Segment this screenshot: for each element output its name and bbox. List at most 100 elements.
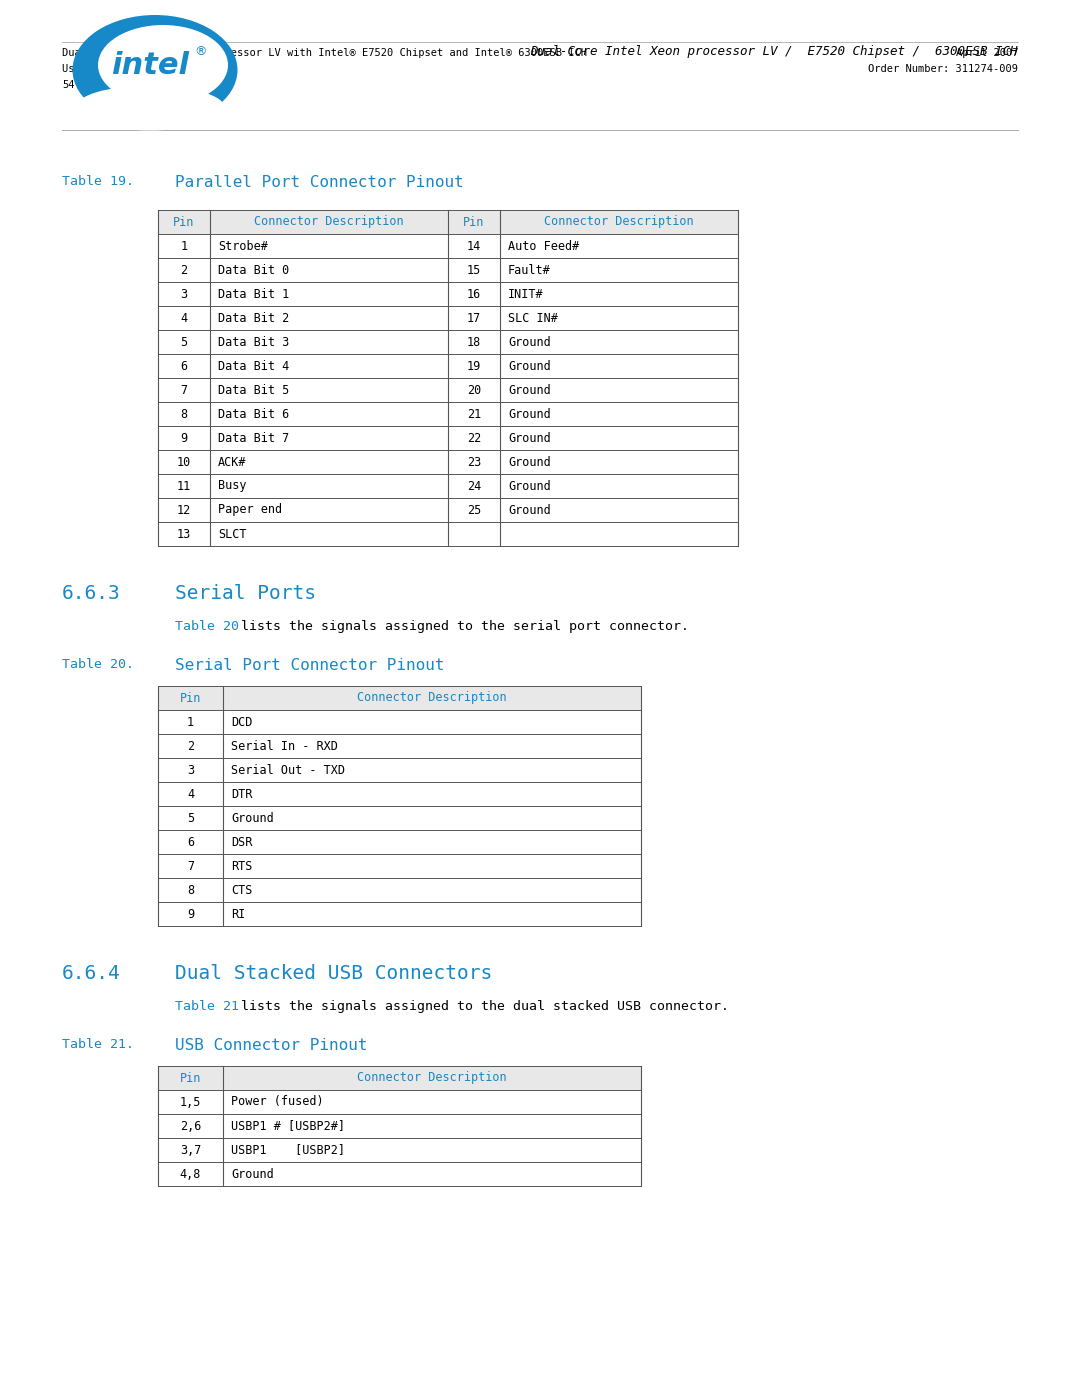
Text: ACK#: ACK# bbox=[218, 455, 246, 468]
Text: CTS: CTS bbox=[231, 883, 253, 897]
Text: Connector Description: Connector Description bbox=[544, 215, 693, 229]
Text: 12: 12 bbox=[177, 503, 191, 517]
Text: Data Bit 7: Data Bit 7 bbox=[218, 432, 289, 444]
Text: Data Bit 2: Data Bit 2 bbox=[218, 312, 289, 324]
Text: 54: 54 bbox=[62, 80, 75, 89]
Text: 1: 1 bbox=[187, 715, 194, 728]
Text: Pin: Pin bbox=[179, 692, 201, 704]
Text: Data Bit 4: Data Bit 4 bbox=[218, 359, 289, 373]
Text: Ground: Ground bbox=[508, 455, 551, 468]
Text: Ground: Ground bbox=[508, 432, 551, 444]
Text: Serial In - RXD: Serial In - RXD bbox=[231, 739, 338, 753]
Text: 6.6.4: 6.6.4 bbox=[62, 964, 121, 983]
Text: Pin: Pin bbox=[179, 1071, 201, 1084]
Bar bbox=[158, 210, 210, 235]
Text: SLCT: SLCT bbox=[218, 528, 246, 541]
Text: 19: 19 bbox=[467, 359, 481, 373]
Text: 18: 18 bbox=[467, 335, 481, 348]
Text: 13: 13 bbox=[177, 528, 191, 541]
Text: Table 19.: Table 19. bbox=[62, 175, 134, 189]
Text: 10: 10 bbox=[177, 455, 191, 468]
Text: USBP1    [USBP2]: USBP1 [USBP2] bbox=[231, 1144, 345, 1157]
Text: 16: 16 bbox=[467, 288, 481, 300]
Text: Ground: Ground bbox=[508, 359, 551, 373]
Text: 2: 2 bbox=[187, 739, 194, 753]
Text: 17: 17 bbox=[467, 312, 481, 324]
Text: lists the signals assigned to the dual stacked USB connector.: lists the signals assigned to the dual s… bbox=[233, 1000, 729, 1013]
Text: Pin: Pin bbox=[173, 215, 194, 229]
Text: 21: 21 bbox=[467, 408, 481, 420]
Text: Serial Out - TXD: Serial Out - TXD bbox=[231, 764, 345, 777]
Bar bbox=[158, 686, 222, 710]
Text: 20: 20 bbox=[467, 384, 481, 397]
Text: Order Number: 311274-009: Order Number: 311274-009 bbox=[868, 64, 1018, 74]
Text: Busy: Busy bbox=[218, 479, 246, 493]
Text: 5: 5 bbox=[180, 335, 188, 348]
Text: 22: 22 bbox=[467, 432, 481, 444]
Text: Pin: Pin bbox=[463, 215, 485, 229]
Text: 23: 23 bbox=[467, 455, 481, 468]
Text: 6: 6 bbox=[180, 359, 188, 373]
Text: 14: 14 bbox=[467, 239, 481, 253]
Text: USB Connector Pinout: USB Connector Pinout bbox=[175, 1038, 367, 1053]
Text: April 2007: April 2007 bbox=[956, 47, 1018, 59]
Text: 25: 25 bbox=[467, 503, 481, 517]
Text: Connector Description: Connector Description bbox=[357, 1071, 507, 1084]
Text: 3: 3 bbox=[187, 764, 194, 777]
Text: 9: 9 bbox=[180, 432, 188, 444]
Text: DTR: DTR bbox=[231, 788, 253, 800]
Text: 6.6.3: 6.6.3 bbox=[62, 584, 121, 604]
Text: Data Bit 6: Data Bit 6 bbox=[218, 408, 289, 420]
Text: Auto Feed#: Auto Feed# bbox=[508, 239, 579, 253]
Bar bbox=[500, 210, 738, 235]
Text: 8: 8 bbox=[187, 883, 194, 897]
Text: Data Bit 5: Data Bit 5 bbox=[218, 384, 289, 397]
Text: Ground: Ground bbox=[231, 1168, 273, 1180]
Text: User’s Manual: User’s Manual bbox=[62, 64, 144, 74]
Text: Table 21: Table 21 bbox=[175, 1000, 239, 1013]
Ellipse shape bbox=[72, 15, 238, 124]
Text: 3,7: 3,7 bbox=[179, 1144, 201, 1157]
Text: 8: 8 bbox=[180, 408, 188, 420]
Ellipse shape bbox=[98, 25, 228, 105]
Text: Data Bit 3: Data Bit 3 bbox=[218, 335, 289, 348]
Text: lists the signals assigned to the serial port connector.: lists the signals assigned to the serial… bbox=[233, 620, 689, 633]
Text: Ground: Ground bbox=[508, 335, 551, 348]
Text: 5: 5 bbox=[187, 812, 194, 824]
Text: 4: 4 bbox=[180, 312, 188, 324]
Bar bbox=[222, 686, 642, 710]
Text: Paper end: Paper end bbox=[218, 503, 282, 517]
Text: 7: 7 bbox=[180, 384, 188, 397]
Text: 4,8: 4,8 bbox=[179, 1168, 201, 1180]
Text: 9: 9 bbox=[187, 908, 194, 921]
Text: Power (fused): Power (fused) bbox=[231, 1095, 324, 1108]
Text: 1: 1 bbox=[180, 239, 188, 253]
Text: Strobe#: Strobe# bbox=[218, 239, 268, 253]
Bar bbox=[448, 210, 500, 235]
Text: 24: 24 bbox=[467, 479, 481, 493]
Text: 2: 2 bbox=[180, 264, 188, 277]
Text: 6: 6 bbox=[187, 835, 194, 848]
Text: Ground: Ground bbox=[508, 479, 551, 493]
Text: Ground: Ground bbox=[508, 408, 551, 420]
Text: Connector Description: Connector Description bbox=[357, 692, 507, 704]
Text: Table 20: Table 20 bbox=[175, 620, 239, 633]
Text: Ground: Ground bbox=[508, 384, 551, 397]
Text: 7: 7 bbox=[187, 859, 194, 873]
Text: 2,6: 2,6 bbox=[179, 1119, 201, 1133]
Text: 11: 11 bbox=[177, 479, 191, 493]
Text: Table 20.: Table 20. bbox=[62, 658, 134, 671]
Text: RI: RI bbox=[231, 908, 245, 921]
Text: Parallel Port Connector Pinout: Parallel Port Connector Pinout bbox=[175, 175, 463, 190]
Text: Serial Ports: Serial Ports bbox=[175, 584, 316, 604]
Bar bbox=[158, 1066, 222, 1090]
Text: 15: 15 bbox=[467, 264, 481, 277]
Bar bbox=[222, 1066, 642, 1090]
Text: Data Bit 1: Data Bit 1 bbox=[218, 288, 289, 300]
Text: DSR: DSR bbox=[231, 835, 253, 848]
Text: RTS: RTS bbox=[231, 859, 253, 873]
Text: DCD: DCD bbox=[231, 715, 253, 728]
Text: 1,5: 1,5 bbox=[179, 1095, 201, 1108]
Text: Ground: Ground bbox=[231, 812, 273, 824]
Text: INIT#: INIT# bbox=[508, 288, 543, 300]
